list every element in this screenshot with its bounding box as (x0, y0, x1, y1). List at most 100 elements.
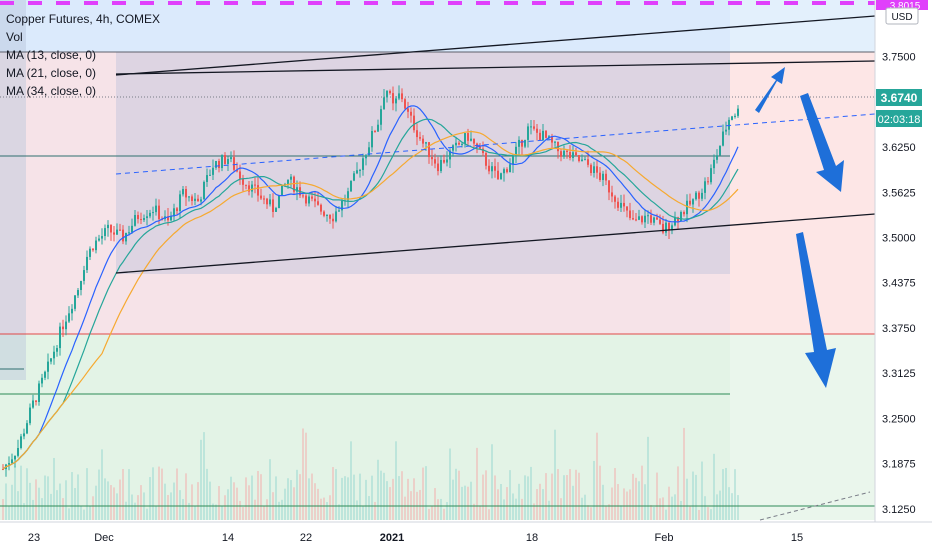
volume-bar (251, 475, 253, 520)
volume-bar (716, 494, 718, 520)
volume-bar (704, 496, 706, 520)
candle (212, 159, 214, 181)
volume-bar (734, 469, 736, 520)
candle (608, 180, 610, 201)
volume-bar (32, 499, 34, 520)
candle (722, 124, 724, 147)
candle (191, 194, 193, 206)
volume-bar (359, 473, 361, 520)
candle (671, 223, 673, 235)
volume-bar (65, 480, 67, 520)
candle (683, 210, 685, 217)
volume-bar (248, 485, 250, 520)
candle (446, 151, 448, 167)
zone-blue (0, 0, 730, 52)
candle (635, 212, 637, 222)
volume-bar (602, 484, 604, 520)
candle (98, 234, 100, 242)
candle (80, 280, 82, 296)
candle (569, 145, 571, 161)
candle (602, 170, 604, 187)
volume-bar (542, 489, 544, 520)
zone-pink-right (730, 52, 875, 334)
volume-bar (617, 484, 619, 520)
candle (599, 167, 601, 182)
volume-bar (374, 501, 376, 520)
volume-bar (5, 483, 7, 520)
volume-bar (731, 493, 733, 520)
volume-bar (236, 487, 238, 520)
candle (500, 172, 502, 180)
candle (209, 169, 211, 176)
candle (89, 246, 91, 261)
candle (194, 193, 196, 206)
volume-bar (269, 459, 271, 520)
candle (56, 344, 58, 357)
volume-bar (581, 497, 583, 520)
volume-bar (650, 505, 652, 520)
volume-bar (44, 475, 46, 520)
candle (206, 168, 208, 187)
candle (512, 153, 514, 173)
candle (422, 135, 424, 148)
volume-bar (125, 501, 127, 520)
candle (260, 188, 262, 200)
volume-bar (425, 466, 427, 520)
volume-bar (674, 494, 676, 520)
volume-bar (479, 505, 481, 520)
candle (617, 197, 619, 211)
volume-bar (149, 477, 151, 520)
volume-bar (551, 473, 553, 520)
candle (179, 190, 181, 219)
arrow-down-2 (796, 232, 836, 388)
volume-bar (383, 472, 385, 520)
volume-bar (323, 497, 325, 520)
candle (281, 184, 283, 196)
trendline-lower (115, 213, 876, 274)
zone-channel (116, 52, 730, 274)
candle (20, 433, 22, 450)
volume-bar (221, 506, 223, 520)
candle (398, 85, 400, 101)
y-tick-label: 3.5000 (882, 232, 916, 244)
volume-bar (317, 488, 319, 520)
candle (392, 86, 394, 111)
volume-bar (491, 444, 493, 520)
candle (335, 205, 337, 223)
volume-bar (266, 499, 268, 520)
candle (92, 248, 94, 252)
volume-bar (737, 495, 739, 520)
candle (701, 188, 703, 202)
volume-bar (413, 478, 415, 520)
candle (29, 403, 31, 426)
volume-bar (29, 482, 31, 520)
volume-bar (11, 484, 13, 520)
volume-bar (698, 509, 700, 520)
volume-bar (26, 468, 28, 520)
volume-bar (185, 473, 187, 520)
candle (95, 236, 97, 254)
candle (248, 181, 250, 196)
volume-bar (59, 483, 61, 520)
candle (605, 169, 607, 185)
volume-bar (350, 441, 352, 520)
volume-bar (200, 439, 202, 520)
volume-bar (305, 432, 307, 520)
candle (311, 191, 313, 202)
y-tick-label: 3.6250 (882, 142, 916, 154)
volume-bar (677, 466, 679, 520)
y-tick-label: 3.1250 (882, 504, 916, 516)
volume-bar (341, 477, 343, 520)
candle (581, 154, 583, 162)
volume-bar (530, 466, 532, 520)
candle (380, 105, 382, 131)
volume-bar (71, 472, 73, 520)
volume-bar (308, 478, 310, 520)
candle (323, 210, 325, 218)
candle (707, 177, 709, 185)
volume-bar (461, 486, 463, 520)
volume-bar (407, 478, 409, 520)
volume-bar (293, 487, 295, 520)
legend-ma34: MA (34, close, 0) (6, 84, 97, 98)
volume-bar (362, 505, 364, 520)
